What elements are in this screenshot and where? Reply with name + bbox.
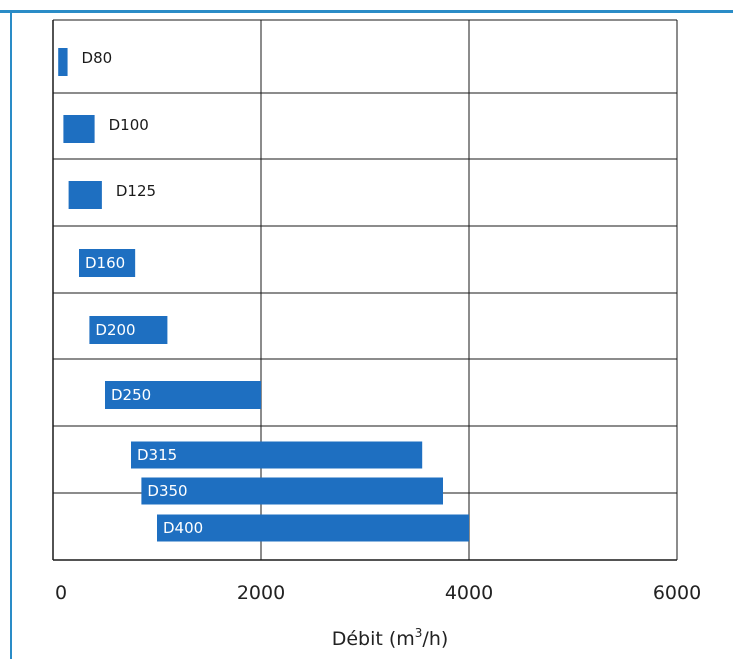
x-tick-label: 4000	[445, 582, 493, 604]
bar-d100	[63, 115, 95, 143]
bar-d80	[58, 48, 68, 76]
bar-label-d350: D350	[147, 482, 187, 500]
x-tick-label: 2000	[237, 582, 285, 604]
x-tick-label: 0	[55, 582, 67, 604]
bar-d315	[131, 441, 423, 469]
bar-d125	[68, 181, 102, 209]
bar-d200	[89, 316, 168, 344]
bar-label-d125: D125	[116, 182, 156, 200]
left-border-rule	[10, 12, 12, 659]
x-axis-ticks: 0 2000 4000 6000	[55, 582, 701, 604]
bar-label-d315: D315	[137, 446, 177, 464]
x-axis-title: Débit (m3/h)	[332, 626, 449, 650]
x-tick-label: 6000	[653, 582, 701, 604]
bar-label-d200: D200	[95, 321, 135, 339]
bar-d160	[79, 249, 136, 277]
grid	[52, 19, 678, 561]
bar-label-d160: D160	[85, 254, 125, 272]
bar-d350	[141, 477, 443, 505]
header-strip	[0, 0, 733, 13]
bar-d400	[157, 514, 469, 542]
bar-label-d100: D100	[109, 116, 149, 134]
bar-label-d80: D80	[82, 49, 113, 67]
bar-label-d250: D250	[111, 386, 151, 404]
bar-label-d400: D400	[163, 519, 203, 537]
bars: D80 D100 D125 D160 D200 D250 D315 D350 D400	[58, 48, 469, 542]
bar-d250	[105, 381, 261, 409]
